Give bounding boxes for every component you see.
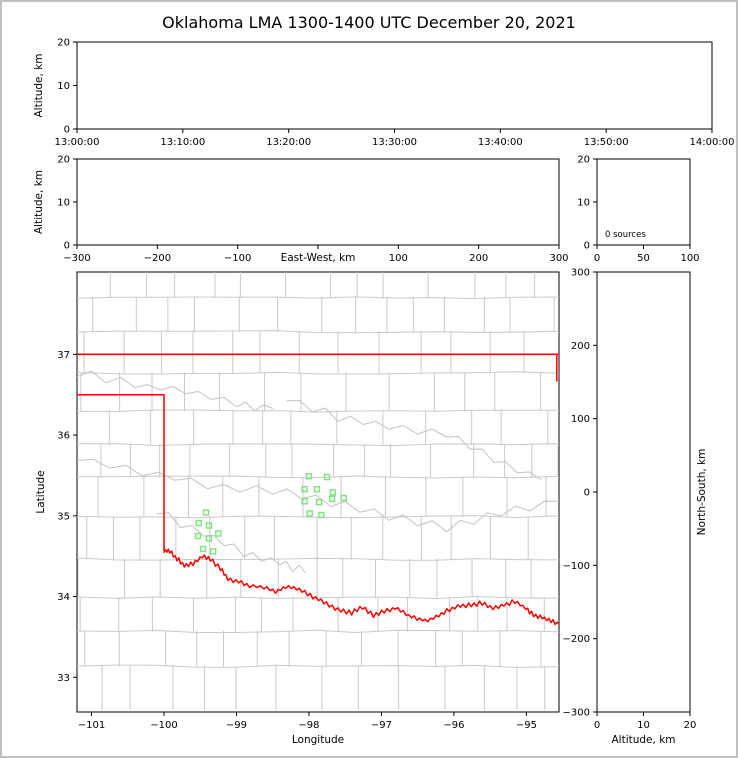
tick-label: −101 <box>78 720 105 731</box>
tick-label: −97 <box>371 720 392 731</box>
time-height-panel <box>76 41 713 130</box>
tick-label: −100 <box>224 253 251 264</box>
river-line <box>77 458 559 533</box>
tick-label: 20 <box>57 155 70 166</box>
county-line <box>77 629 559 633</box>
tick-label: 0 <box>594 720 600 731</box>
y-axis-label: North-South, km <box>696 449 708 536</box>
lma-station-marker <box>306 510 313 517</box>
tick-label: −99 <box>226 720 247 731</box>
county-line <box>77 475 559 479</box>
tick-label: 36 <box>57 431 70 442</box>
tick-label: 0 <box>64 241 70 252</box>
lma-station-marker <box>323 473 331 481</box>
tick-label: −100 <box>563 561 590 572</box>
tick-label: 20 <box>577 155 590 166</box>
river-line <box>77 370 274 412</box>
tick-label: 10 <box>577 198 590 209</box>
tick-label: 13:20:00 <box>266 137 311 148</box>
county-line <box>77 443 559 447</box>
ew-height-panel <box>76 158 560 246</box>
tick-label: 50 <box>637 253 650 264</box>
tick-label: 100 <box>680 253 699 264</box>
tick-label: 10 <box>57 81 70 92</box>
tick-label: −100 <box>150 720 177 731</box>
county-line <box>77 596 559 600</box>
tick-label: −200 <box>144 253 171 264</box>
y-axis-label: Latitude <box>35 470 47 513</box>
tick-label: 33 <box>57 673 70 684</box>
tick-label: 100 <box>389 253 408 264</box>
lma-station-marker <box>301 485 308 493</box>
chart-title: Oklahoma LMA 1300-1400 UTC December 20, … <box>162 13 576 32</box>
lma-station-marker <box>340 494 347 502</box>
lma-station-marker <box>301 498 308 505</box>
tick-label: −300 <box>63 253 90 264</box>
lma-station-marker <box>315 498 323 506</box>
tick-label: 13:00:00 <box>55 137 100 148</box>
river-line <box>156 512 306 573</box>
lma-station-marker <box>328 495 336 503</box>
state-border-west <box>77 393 165 552</box>
tick-label: 10 <box>57 198 70 209</box>
lma-station-marker <box>210 548 217 555</box>
y-axis-label: Altitude, km <box>33 170 45 234</box>
river-line <box>286 400 542 480</box>
source-count-annotation: 0 sources <box>605 230 646 240</box>
x-axis-label: Altitude, km <box>611 734 675 746</box>
tick-label: 100 <box>571 414 590 425</box>
tick-label: 13:10:00 <box>160 137 205 148</box>
tick-label: −95 <box>516 720 537 731</box>
tick-label: 300 <box>571 268 590 279</box>
tick-label: 300 <box>549 253 568 264</box>
tick-label: 0 <box>64 125 70 136</box>
county-line <box>77 515 559 519</box>
plan-view-map-panel <box>76 271 560 713</box>
y-axis-label: Altitude, km <box>33 53 45 117</box>
tick-label: 10 <box>637 720 650 731</box>
lma-station-marker <box>202 509 210 516</box>
tick-label: −96 <box>443 720 464 731</box>
tick-label: 14:00:00 <box>690 137 735 148</box>
tick-label: 13:30:00 <box>372 137 417 148</box>
county-line <box>77 557 559 561</box>
x-axis-label: East-West, km <box>281 252 356 264</box>
tick-label: 200 <box>571 341 590 352</box>
lma-station-marker <box>205 535 213 542</box>
tick-label: −98 <box>298 720 319 731</box>
state-border-red-river <box>163 548 559 626</box>
tick-label: 13:50:00 <box>584 137 629 148</box>
tick-label: 34 <box>57 592 70 603</box>
x-axis-label: Longitude <box>292 734 344 746</box>
tick-label: 0 <box>594 253 600 264</box>
tick-label: 35 <box>57 511 70 522</box>
lma-station-marker <box>313 485 321 493</box>
tick-label: −200 <box>563 634 590 645</box>
lma-station-marker <box>195 519 202 527</box>
county-line <box>77 664 559 668</box>
tick-label: 20 <box>57 38 70 49</box>
tick-label: 0 <box>584 488 590 499</box>
lma-station-marker <box>215 530 222 537</box>
county-line <box>77 371 559 375</box>
lma-station-marker <box>329 489 337 496</box>
tick-label: 13:40:00 <box>478 137 523 148</box>
ns-height-panel <box>596 271 691 713</box>
lma-station-marker <box>318 511 325 519</box>
county-line <box>77 330 559 334</box>
tick-label: 20 <box>684 720 697 731</box>
lma-station-marker <box>194 532 202 540</box>
tick-label: 37 <box>57 350 70 361</box>
tick-label: 200 <box>469 253 488 264</box>
lma-station-marker <box>199 545 207 553</box>
tick-label: 0 <box>584 241 590 252</box>
lma-station-marker <box>205 522 213 529</box>
lma-station-marker <box>305 473 313 480</box>
county-line <box>77 296 559 300</box>
tick-label: −300 <box>563 708 590 719</box>
map-content <box>77 272 559 711</box>
